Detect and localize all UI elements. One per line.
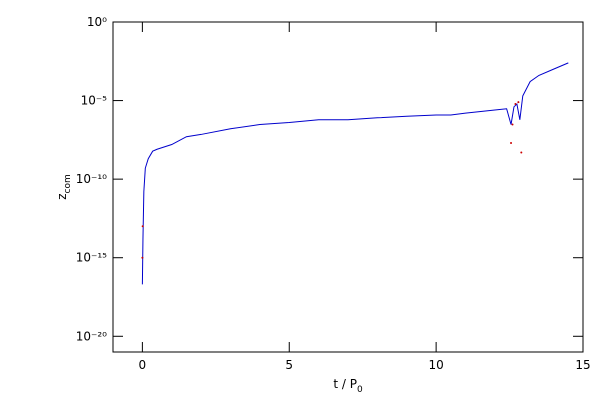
data-point	[510, 141, 513, 144]
y-axis-label: zcom	[55, 174, 73, 200]
y-tick-label: 10⁻¹⁵	[76, 251, 107, 265]
data-point	[520, 151, 523, 154]
data-point	[517, 101, 520, 104]
y-tick-label: 10⁻¹⁰	[76, 172, 107, 186]
data-point	[141, 256, 144, 259]
y-tick-label: 10⁻²⁰	[76, 329, 107, 343]
x-tick-label: 15	[575, 358, 590, 372]
x-tick-label: 10	[428, 358, 443, 372]
data-point	[511, 123, 514, 126]
plot-frame	[112, 21, 584, 353]
y-axis-label-main: z	[55, 193, 69, 199]
data-point	[141, 225, 144, 228]
y-tick-label: 10⁻⁵	[81, 94, 108, 108]
x-tick-label: 0	[139, 358, 147, 372]
x-axis-label: t / P0	[333, 377, 363, 395]
x-axis-label-sub: 0	[357, 385, 363, 395]
y-axis-label-sub: com	[63, 174, 73, 193]
x-axis-label-main: t / P	[333, 377, 357, 391]
data-point	[514, 103, 517, 106]
data-line	[141, 62, 569, 285]
y-tick-label: 10⁰	[87, 15, 107, 29]
x-tick-label: 5	[285, 358, 293, 372]
